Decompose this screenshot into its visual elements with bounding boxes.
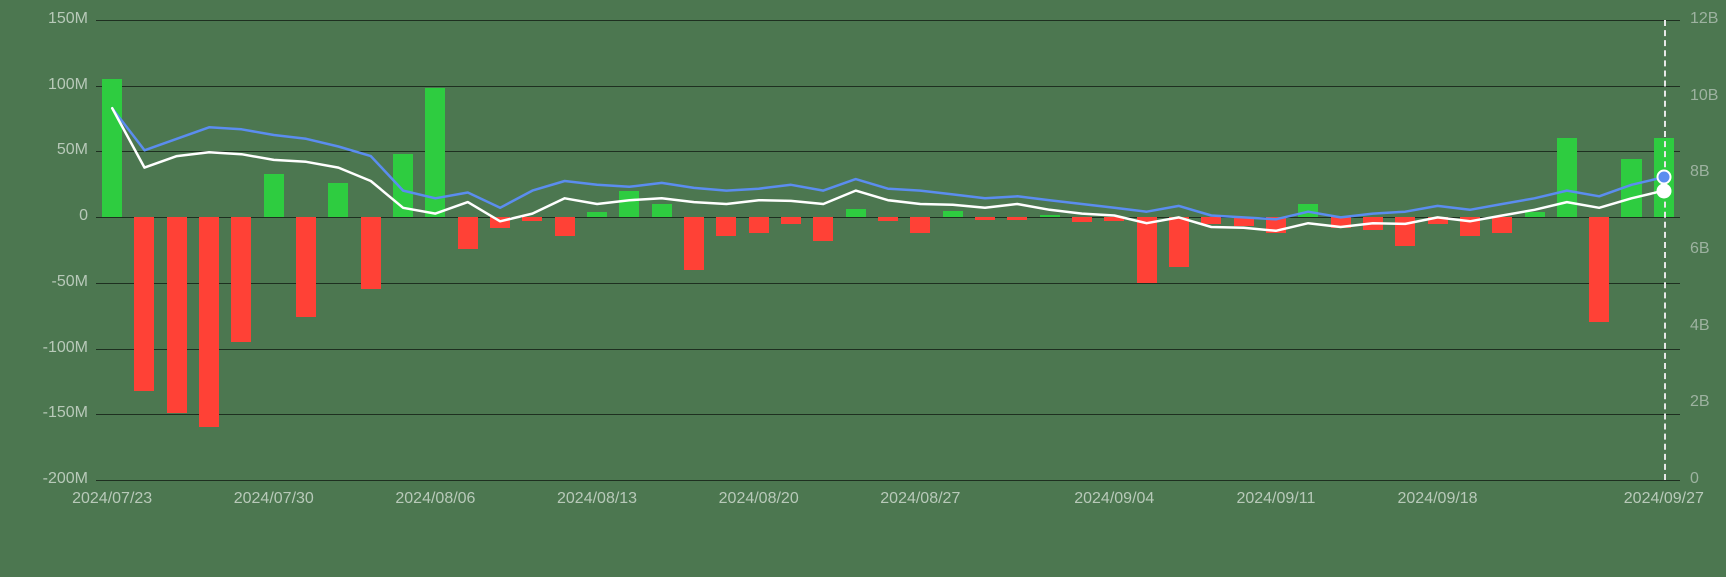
line-series-white[interactable]: [112, 108, 1664, 231]
hover-cursor-line: [1664, 20, 1666, 480]
line-series-blue[interactable]: [112, 108, 1664, 219]
line-series: [0, 0, 1726, 577]
end-dot-white: [1656, 183, 1671, 198]
dual-axis-flow-chart: 150M100M50M0-50M-100M-150M-200M 12B10B8B…: [0, 0, 1726, 577]
